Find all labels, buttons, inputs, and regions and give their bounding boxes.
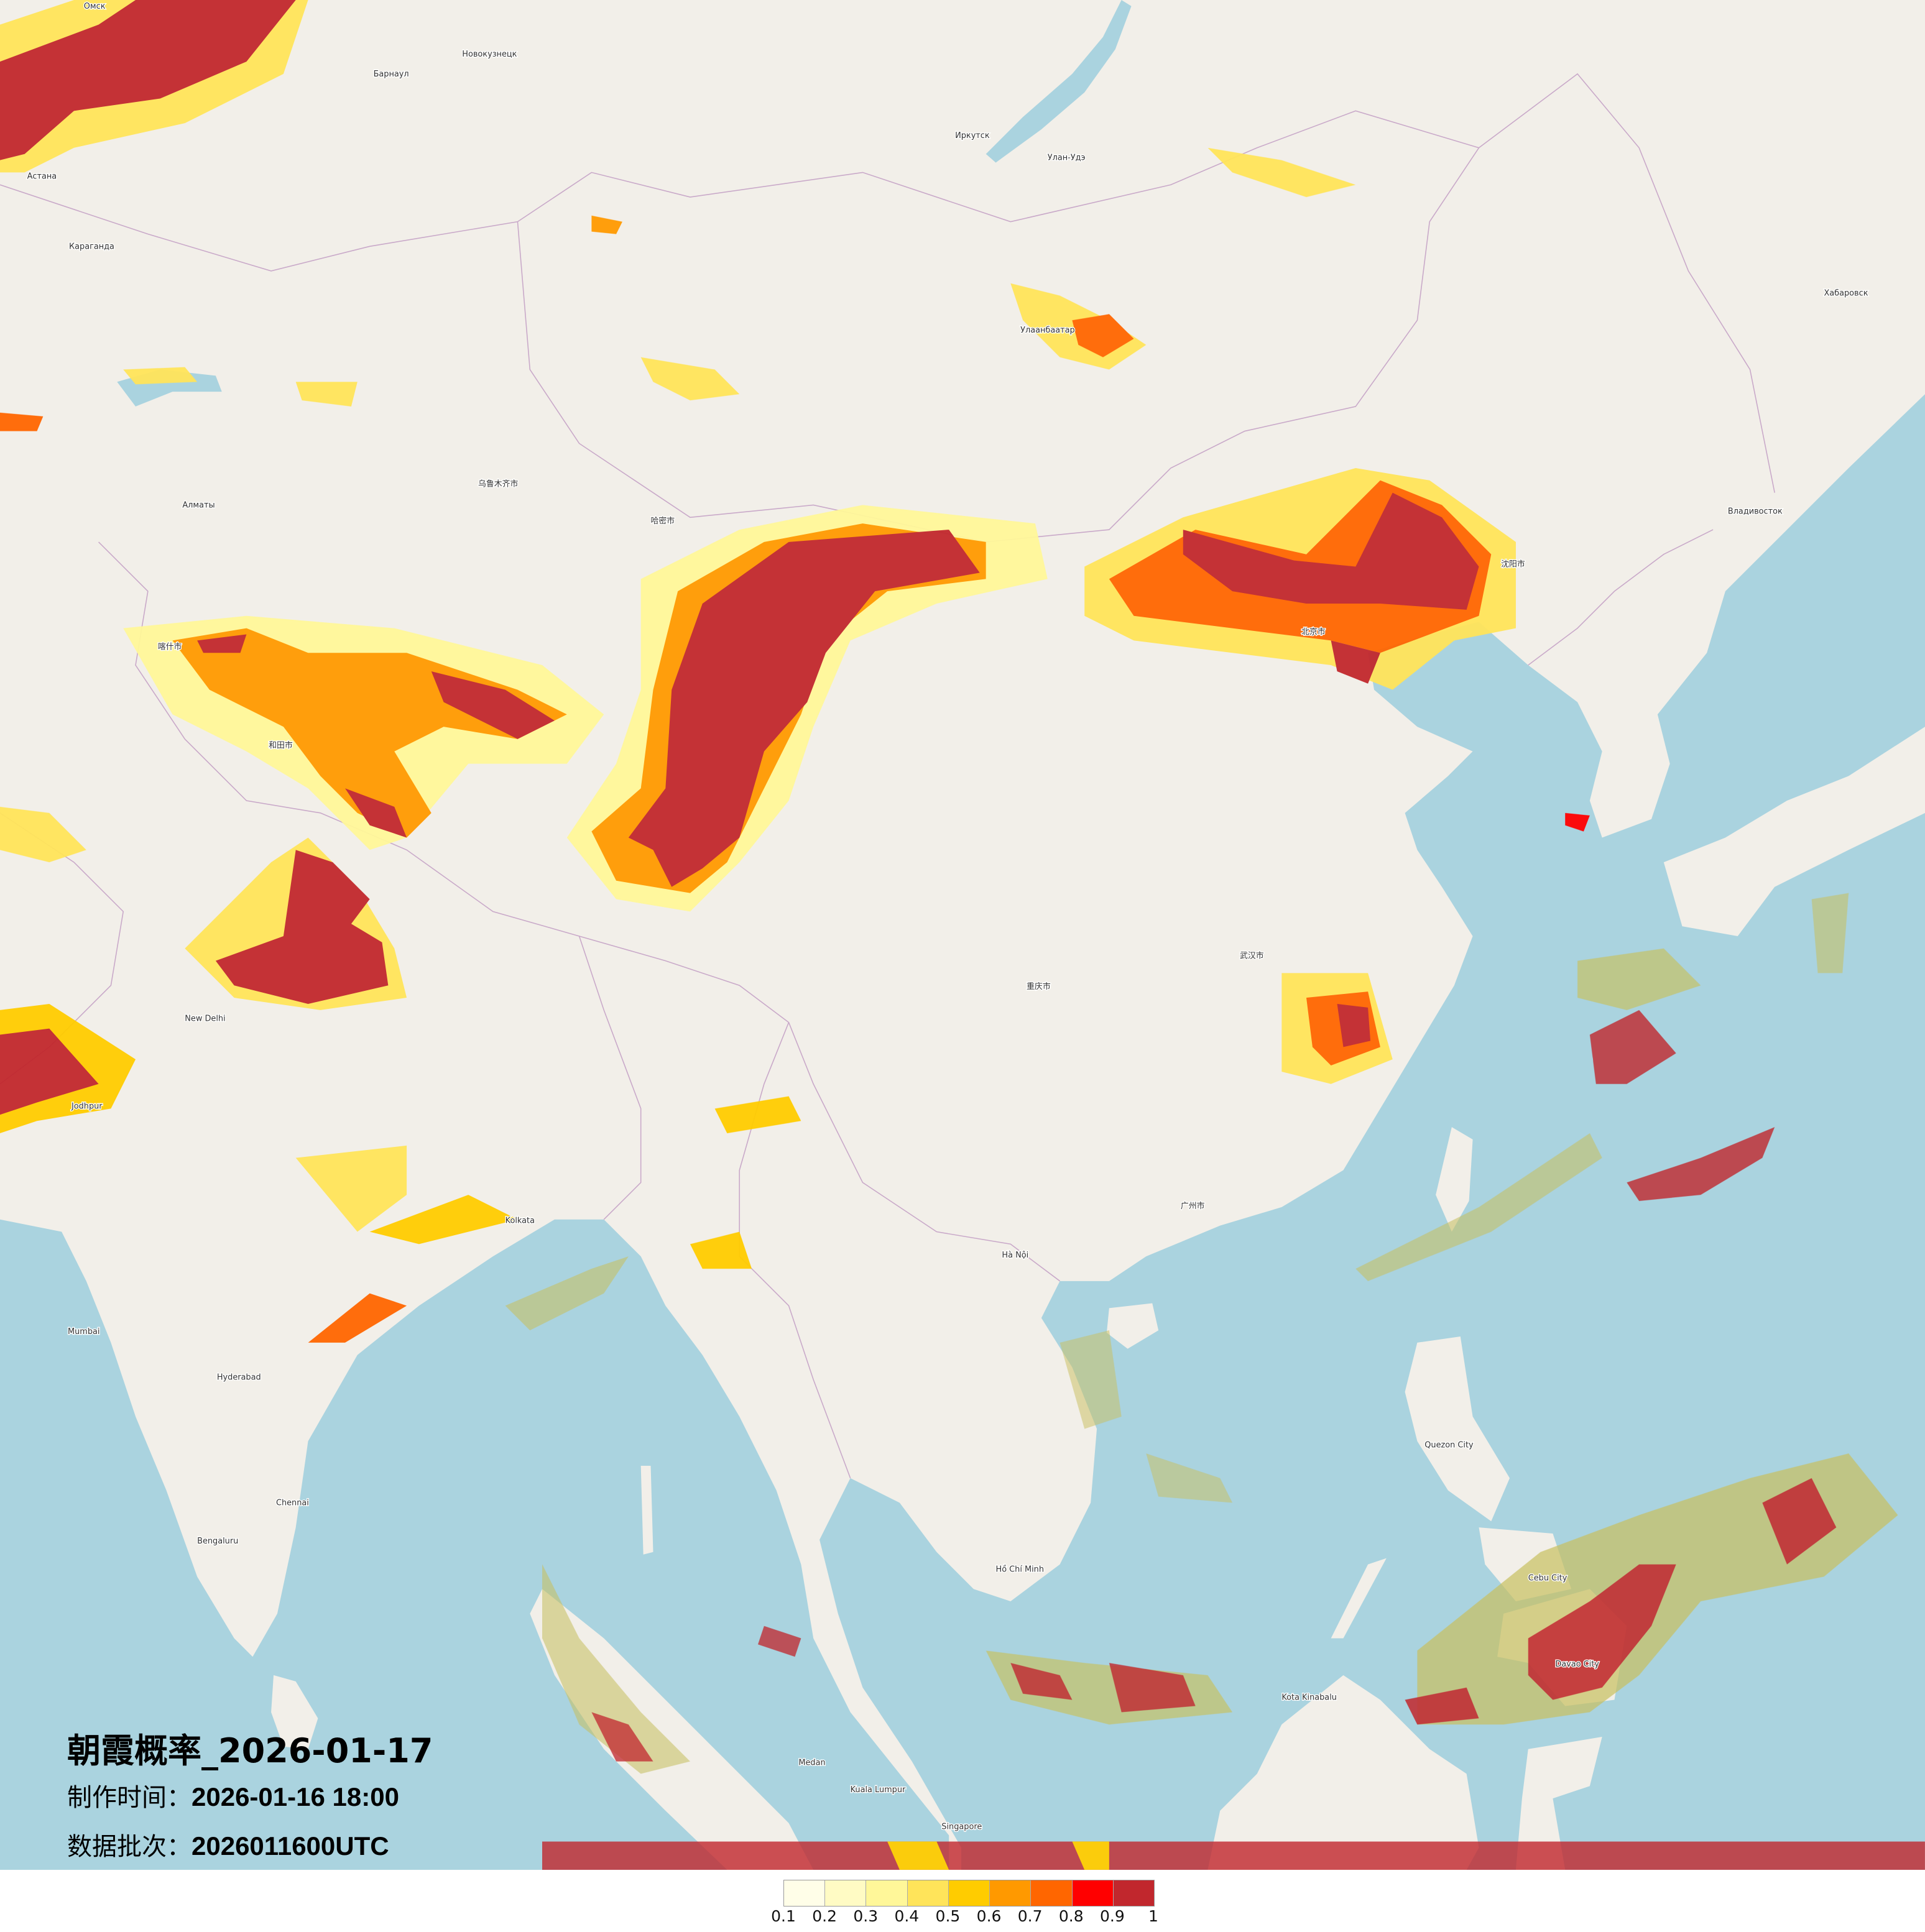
legend-tick-label: 0.4 [894, 1907, 920, 1925]
legend-swatch [907, 1880, 949, 1906]
city-label: Cebu City [1528, 1573, 1567, 1583]
region-pacific [1355, 893, 1849, 1281]
legend-swatch [990, 1880, 1032, 1906]
region-tarim [123, 615, 604, 850]
region-east-india [295, 1145, 518, 1343]
country-borders [0, 73, 1775, 1479]
production-time-value: 2026-01-16 18:00 [192, 1782, 399, 1811]
city-label: 重庆市 [1027, 982, 1051, 991]
city-label: Хабаровск [1824, 289, 1868, 298]
andaman-islands [640, 1466, 653, 1555]
sea-east [819, 394, 1925, 1870]
city-label: Омск [84, 2, 106, 11]
region-kazakhstan [0, 0, 308, 173]
legend-swatch [1072, 1880, 1114, 1906]
borneo [1207, 1675, 1479, 1870]
city-labels: Омск Барнаул Новокузнецк Астана Караганд… [26, 1, 1869, 1833]
legend-swatch [825, 1880, 867, 1906]
legend-tick-label: 0.7 [1017, 1907, 1043, 1925]
region-south-seas [505, 1256, 1233, 1774]
city-label: Улаанбаатар [1020, 326, 1075, 335]
color-legend [783, 1880, 1155, 1907]
hainan [1106, 1303, 1159, 1349]
region-mindanao [1405, 1453, 1898, 1725]
city-label: Jodhpur [71, 1102, 103, 1111]
city-label: 和田市 [269, 740, 293, 750]
sea-west [0, 1219, 949, 1870]
legend-tick-label: 0.5 [935, 1907, 961, 1925]
city-label: Новокузнецк [462, 50, 517, 59]
city-label: Иркутск [955, 131, 990, 140]
city-label: Барнаул [374, 70, 409, 79]
sulawesi [1515, 1736, 1602, 1870]
city-label: 北京市 [1301, 627, 1326, 637]
lake-baikal [986, 0, 1132, 163]
city-label: 哈密市 [651, 516, 675, 526]
region-bottom-strip [542, 1841, 1925, 1870]
taiwan [1436, 1127, 1473, 1232]
luzon [1405, 1336, 1510, 1522]
probability-map[interactable]: Омск Барнаул Новокузнецк Астана Караганд… [0, 0, 1925, 1870]
city-label: Hà Nội [1002, 1251, 1028, 1260]
city-label: Quezon City [1424, 1440, 1474, 1450]
japan [1663, 727, 1925, 936]
city-label: Улан-Удэ [1048, 154, 1086, 163]
legend-tick-label: 0.9 [1099, 1907, 1125, 1925]
region-scattered [0, 147, 1590, 1269]
region-south-china [1281, 973, 1393, 1084]
production-time-row: 制作时间：2026-01-16 18:00 [67, 1773, 433, 1822]
islands [271, 727, 1925, 1870]
palawan [1331, 1558, 1387, 1639]
legend-swatch [1031, 1880, 1073, 1906]
city-label: Mumbai [68, 1327, 99, 1336]
legend-tick-label: 1 [1148, 1907, 1158, 1925]
legend-swatch [784, 1880, 826, 1906]
city-label: Алматы [182, 500, 215, 510]
region-northeast-china [1084, 467, 1516, 690]
data-batch-row: 数据批次：2026011600UTC [67, 1822, 433, 1871]
city-label: 武汉市 [1240, 951, 1264, 961]
legend-tick-label: 0.6 [976, 1907, 1002, 1925]
city-label: Singapore [941, 1823, 982, 1832]
legend-tick-labels: 0.1 0.2 0.3 0.4 0.5 0.6 0.7 0.8 0.9 1 [771, 1907, 1158, 1930]
region-west-india [0, 1003, 136, 1134]
city-label: Davao City [1555, 1660, 1599, 1669]
data-batch-value: 2026011600UTC [192, 1831, 389, 1861]
legend-tick-label: 0.3 [853, 1907, 879, 1925]
city-label: Kota Kinabalu [1281, 1693, 1337, 1703]
city-label: Kuala Lumpur [851, 1785, 906, 1795]
city-label: Medan [798, 1759, 825, 1768]
legend-tick-label: 0.8 [1058, 1907, 1084, 1925]
legend-swatch [1113, 1880, 1154, 1906]
data-batch-label: 数据批次： [67, 1833, 192, 1861]
city-label: Караганда [69, 242, 114, 251]
sumatra [530, 1589, 814, 1870]
city-label: Hyderabad [217, 1373, 261, 1382]
city-label: Chennai [276, 1498, 309, 1507]
region-gobi [566, 505, 1048, 912]
city-label: New Delhi [185, 1014, 225, 1024]
city-label: Hồ Chí Minh [996, 1565, 1044, 1574]
legend-tick-label: 0.2 [812, 1907, 837, 1925]
city-label: Астана [27, 172, 57, 181]
map-title: 朝霞概率_2026-01-17 [67, 1731, 433, 1770]
city-label: 乌鲁木齐市 [478, 479, 519, 489]
city-label: Bengaluru [197, 1537, 238, 1546]
legend-swatch [866, 1880, 908, 1906]
production-time-label: 制作时间： [67, 1783, 192, 1812]
city-label: 沈阳市 [1501, 559, 1525, 569]
city-label: 喀什市 [158, 642, 182, 651]
city-label: Kolkata [505, 1217, 535, 1226]
title-block: 朝霞概率_2026-01-17 制作时间：2026-01-16 18:00 数据… [67, 1729, 433, 1871]
city-label: Владивосток [1728, 507, 1783, 516]
city-label: 广州市 [1181, 1201, 1205, 1211]
sri-lanka [271, 1675, 318, 1749]
legend-swatch [948, 1880, 990, 1906]
legend-tick-label: 0.1 [771, 1907, 796, 1925]
